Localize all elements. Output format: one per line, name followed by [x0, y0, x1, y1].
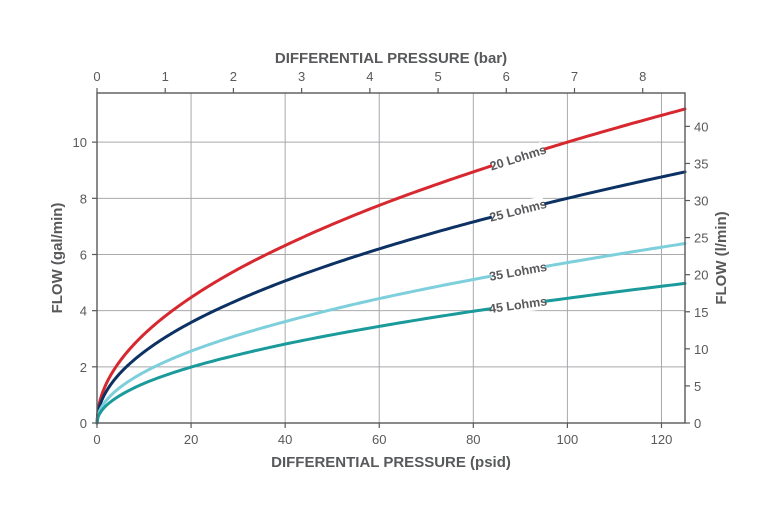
series-line-0	[95, 107, 687, 425]
x-bottom-tick-label: 100	[557, 432, 579, 447]
y-right-tick-label: 5	[694, 379, 701, 394]
series-label: 25 Lohms	[488, 197, 548, 225]
y-right-tick-label: 10	[694, 342, 708, 357]
y-right-tick-label: 20	[694, 268, 708, 283]
series-label-background	[490, 258, 546, 284]
x-top-axis-title: DIFFERENTIAL PRESSURE (bar)	[275, 50, 507, 67]
flow-curves	[95, 107, 687, 425]
x-bottom-axis-title: DIFFERENTIAL PRESSURE (psid)	[271, 454, 511, 471]
series-label: 45 Lohms	[488, 294, 548, 316]
x-bottom-tick-label: 80	[466, 432, 480, 447]
y-right-tick-label: 30	[694, 194, 708, 209]
y-right-tick-label: 25	[694, 231, 708, 246]
y-left-tick-label: 0	[80, 416, 87, 431]
x-top-tick-label: 2	[230, 69, 237, 84]
x-top-tick-label: 6	[503, 69, 510, 84]
x-bottom-tick-label: 20	[184, 432, 198, 447]
y-left-tick-label: 6	[80, 247, 87, 262]
series-label-group: 25 Lohms	[488, 195, 548, 225]
x-top-tick-label: 1	[162, 69, 169, 84]
series-line-2	[95, 242, 687, 425]
plot-frame	[96, 92, 686, 424]
y-right-tick-label: 35	[694, 156, 708, 171]
x-bottom-tick-label: 0	[93, 432, 100, 447]
x-bottom-tick-label: 120	[651, 432, 673, 447]
series-label-group: 35 Lohms	[488, 258, 548, 284]
series-label-background	[489, 141, 547, 174]
y-right-tick-label: 0	[694, 416, 701, 431]
series-label-group: 45 Lohms	[488, 293, 548, 317]
series-label: 20 Lohms	[488, 142, 548, 173]
x-bottom-tick-label: 40	[278, 432, 292, 447]
y-right-tick-label: 15	[694, 305, 708, 320]
series-labels: 20 Lohms 25 Lohms 35 Lohms 45 Lohms	[488, 141, 548, 317]
y-right-axis-title: FLOW (l/min)	[713, 211, 730, 304]
y-right-tick-label: 40	[694, 119, 708, 134]
x-top-tick-label: 4	[366, 69, 373, 84]
y-left-axis-title: FLOW (gal/min)	[49, 203, 66, 314]
x-top-tick-label: 5	[434, 69, 441, 84]
series-label-background	[490, 293, 546, 317]
x-top-tick-label: 0	[93, 69, 100, 84]
series-label-background	[489, 195, 547, 225]
y-left-tick-label: 2	[80, 360, 87, 375]
y-left-tick-label: 10	[73, 135, 87, 150]
x-top-tick-label: 3	[298, 69, 305, 84]
series-label-group: 20 Lohms	[488, 141, 548, 174]
x-top-tick-label: 7	[571, 69, 578, 84]
y-left-tick-label: 4	[80, 304, 87, 319]
x-top-tick-label: 8	[639, 69, 646, 84]
y-left-tick-label: 8	[80, 191, 87, 206]
x-bottom-tick-label: 60	[372, 432, 386, 447]
